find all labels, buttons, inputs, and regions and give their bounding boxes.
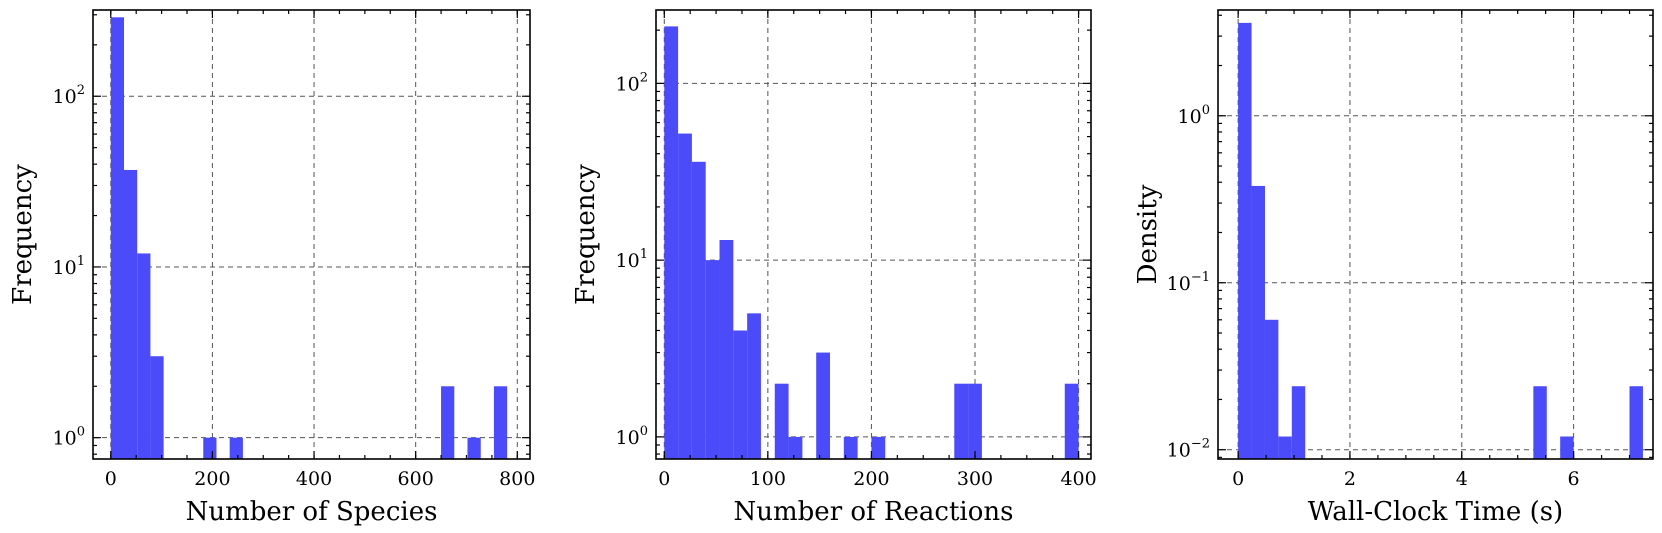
y-tick-label-exponent: 0 [640,424,648,439]
y-tick-label-base: 10 [1167,440,1191,462]
y-tick-label-base: 10 [1167,273,1191,295]
y-axis-label: Density [1133,184,1163,284]
histogram-bar [871,436,886,459]
histogram-bar [788,436,803,459]
y-tick-label-exponent: 0 [77,425,85,440]
histogram-bar [1238,22,1252,459]
histogram-bar [229,437,243,459]
x-tick-label: 100 [750,468,786,490]
histogram-bar [733,330,748,459]
histogram-bar [691,161,706,459]
histogram-bar [968,383,982,459]
x-tick-label: 200 [194,468,230,490]
y-tick-label-exponent: 0 [1202,103,1210,118]
y-tick-label-base: 10 [616,73,640,95]
histogram-bar [441,386,455,459]
y-tick-label-exponent: 2 [640,70,648,85]
x-tick-label: 200 [853,468,889,490]
histogram-bar [203,437,217,459]
histogram-bar [816,352,830,459]
x-tick-label: 400 [296,468,332,490]
x-tick-label: 300 [957,468,993,490]
histogram-bar [123,169,138,459]
x-tick-label: 800 [499,468,535,490]
y-axis-label: Frequency [571,164,601,305]
histogram-bar [467,437,481,459]
x-axis-label: Number of Species [186,497,438,527]
y-tick-label-exponent: 1 [77,254,85,269]
histogram-bar [110,17,124,460]
histogram-bar [1629,386,1643,459]
histogram-bar [150,356,164,459]
y-tick-label-base: 10 [53,428,77,450]
x-axis-label: Number of Reactions [734,497,1014,527]
y-tick-label: 102 [616,70,648,95]
plot-frame [1217,9,1654,460]
x-tick-label: 0 [658,468,670,490]
y-axis-label: Frequency [8,164,38,305]
x-tick-label: 0 [1232,468,1244,490]
histogram-bar [137,253,151,459]
histogram-bar [1291,386,1306,459]
y-tick-label-base: 10 [1178,106,1202,128]
histogram-bar [747,313,761,459]
y-tick-label: 100 [53,425,85,450]
y-tick-label: 102 [53,83,85,108]
y-tick-label-base: 10 [53,86,77,108]
histogram-bar [664,26,679,460]
y-tick-label: 10−2 [1167,437,1210,462]
x-tick-label: 0 [105,468,117,490]
y-tick-label-exponent: 1 [640,247,648,262]
plot-frame [655,9,1092,460]
histogram-bar [1251,185,1265,459]
y-tick-label: 101 [616,247,648,272]
histogram-bar [719,239,734,459]
histogram-bar [1064,383,1079,459]
y-tick-label: 100 [1178,103,1210,128]
y-tick-label-exponent: −1 [1191,270,1210,285]
histogram-bar [1533,386,1547,459]
histogram-bar [774,383,789,459]
x-tick-label: 4 [1456,468,1468,490]
y-tick-label: 101 [53,254,85,279]
histogram-bar [843,436,858,459]
y-tick-label-exponent: 2 [77,83,85,98]
y-tick-label-exponent: −2 [1191,437,1210,452]
y-tick-label-base: 10 [616,427,640,449]
y-tick-label-base: 10 [53,257,77,279]
histogram-bar [1278,436,1292,459]
x-axis-label: Wall-Clock Time (s) [1308,497,1563,527]
histogram-bar [493,386,508,459]
x-tick-label: 400 [1060,468,1096,490]
histogram-bar [954,383,969,459]
x-tick-label: 6 [1568,468,1580,490]
histogram-bar [678,133,692,459]
histogram-bar [1560,436,1574,459]
histogram-bar [705,260,720,459]
plot-frame [92,9,531,460]
y-tick-label-base: 10 [616,250,640,272]
y-tick-label: 100 [616,424,648,449]
histogram-bar [1264,319,1279,459]
y-tick-label: 10−1 [1167,270,1210,295]
x-tick-label: 600 [398,468,434,490]
x-tick-label: 2 [1344,468,1356,490]
